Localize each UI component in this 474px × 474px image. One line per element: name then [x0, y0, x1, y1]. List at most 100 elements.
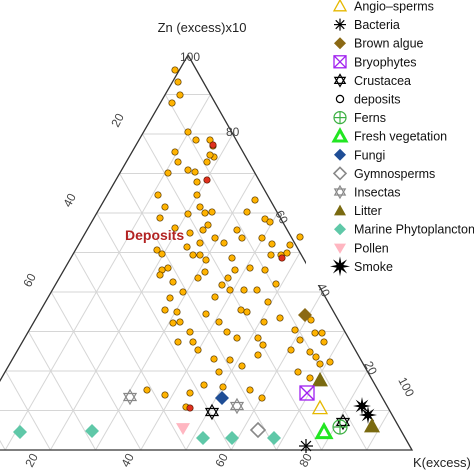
grid-line: [275, 331, 346, 451]
deposit-point: [254, 351, 262, 359]
deposit-point: [184, 128, 192, 136]
species-point: [299, 385, 315, 401]
legend-marker: [331, 127, 349, 143]
deposit-point: [306, 374, 314, 382]
legend-label: Insectas: [354, 186, 401, 200]
deposit-point: [240, 286, 248, 294]
deposit-point: [267, 251, 275, 259]
deposit-point: [161, 306, 169, 314]
deposit-point: [211, 293, 219, 301]
deposit-point: [191, 168, 199, 176]
legend-label: Pollen: [354, 241, 389, 255]
legend-marker: [330, 256, 350, 277]
deposit-point: [200, 381, 208, 389]
deposit-point: [202, 310, 210, 318]
deposit-point: [243, 308, 251, 316]
species-point: [359, 406, 377, 424]
deposit-point: [326, 358, 334, 366]
legend-label: Litter: [354, 204, 382, 218]
triangle-outline: [0, 53, 414, 451]
left-tick-20: 20: [108, 111, 127, 130]
deposit-point: [158, 250, 166, 258]
deposit-point: [194, 346, 202, 354]
deposit-point: [316, 360, 324, 368]
species-point: [311, 399, 329, 415]
species-point: [267, 431, 281, 445]
legend-label: Crustacea: [354, 74, 411, 88]
deposit-point: [156, 214, 164, 222]
deposit-point: [156, 271, 164, 279]
deposit-point: [264, 298, 272, 306]
bottom-tick-100: 100: [395, 375, 417, 400]
legend-marker: [332, 166, 348, 181]
grid-line: [27, 331, 97, 451]
tr-tick-40: 40: [314, 281, 333, 300]
legend-marker: [333, 73, 347, 88]
grid-line: [73, 252, 187, 451]
deposit-point: [154, 191, 162, 199]
deposit-point: [296, 336, 304, 344]
deposit-point: [258, 394, 266, 402]
species-point: [122, 388, 138, 406]
deposit-point: [169, 278, 177, 286]
deposit-point: [201, 268, 209, 276]
deposit-point: [189, 338, 197, 346]
deposit-point: [210, 355, 218, 363]
legend-marker: [332, 0, 348, 12]
deposit-point: [171, 224, 179, 232]
deposit-point: [193, 191, 201, 199]
deposit-point: [296, 233, 304, 241]
legend-marker: [334, 243, 346, 254]
deposit-point: [231, 266, 239, 274]
deposit-point: [312, 353, 320, 361]
deposit-point: [215, 318, 223, 326]
deposit-point: [179, 288, 187, 296]
species-point: [85, 424, 99, 438]
legend-label: Angio–sperms: [354, 0, 434, 14]
deposit-point: [173, 308, 181, 316]
legend-marker: [335, 94, 345, 104]
deposit-point: [223, 328, 231, 336]
deposit-point: [161, 203, 169, 211]
legend-marker: [333, 55, 347, 69]
legend-label: Bryophytes: [354, 55, 417, 69]
deposit-point: [287, 346, 295, 354]
deposit-point: [199, 226, 207, 234]
deposit-point: [208, 208, 216, 216]
legend-marker: [334, 223, 346, 236]
deposit-point: [258, 234, 266, 242]
deposit-point: [218, 281, 226, 289]
deposit-point: [291, 326, 299, 334]
deposits-annotation: Deposits: [125, 227, 184, 243]
bottom-tick-40: 40: [118, 451, 137, 470]
left-tick-40: 40: [60, 191, 79, 210]
deposit-point: [251, 196, 259, 204]
ternary-frame: [0, 53, 414, 451]
deposit-point: [224, 274, 232, 282]
bottom-tick-20: 20: [22, 451, 41, 470]
deposit-point: [266, 218, 274, 226]
deposit-point: [220, 239, 228, 247]
species-point: [353, 397, 371, 415]
species-point: [196, 431, 210, 445]
deposit-point: [246, 386, 254, 394]
deposit-point: [272, 280, 280, 288]
deposit-point: [164, 169, 172, 177]
species-point: [229, 397, 245, 415]
deposit-point: [186, 328, 194, 336]
bottom-tick-60: 60: [212, 451, 231, 470]
deposit-point: [203, 158, 211, 166]
deposit-point: [243, 208, 251, 216]
legend-label: Smoke: [354, 260, 393, 274]
legend-label: Bacteria: [354, 18, 400, 32]
species-point: [298, 308, 312, 322]
deposit-point: [306, 348, 314, 356]
deposit-point: [254, 334, 262, 342]
deposit-point: [233, 226, 241, 234]
deposit-point: [211, 234, 219, 242]
species-point: [249, 421, 267, 439]
deposit-point: [219, 383, 227, 391]
species-point: [225, 431, 239, 445]
deposit-point: [237, 306, 245, 314]
deposit-point: [226, 286, 234, 294]
